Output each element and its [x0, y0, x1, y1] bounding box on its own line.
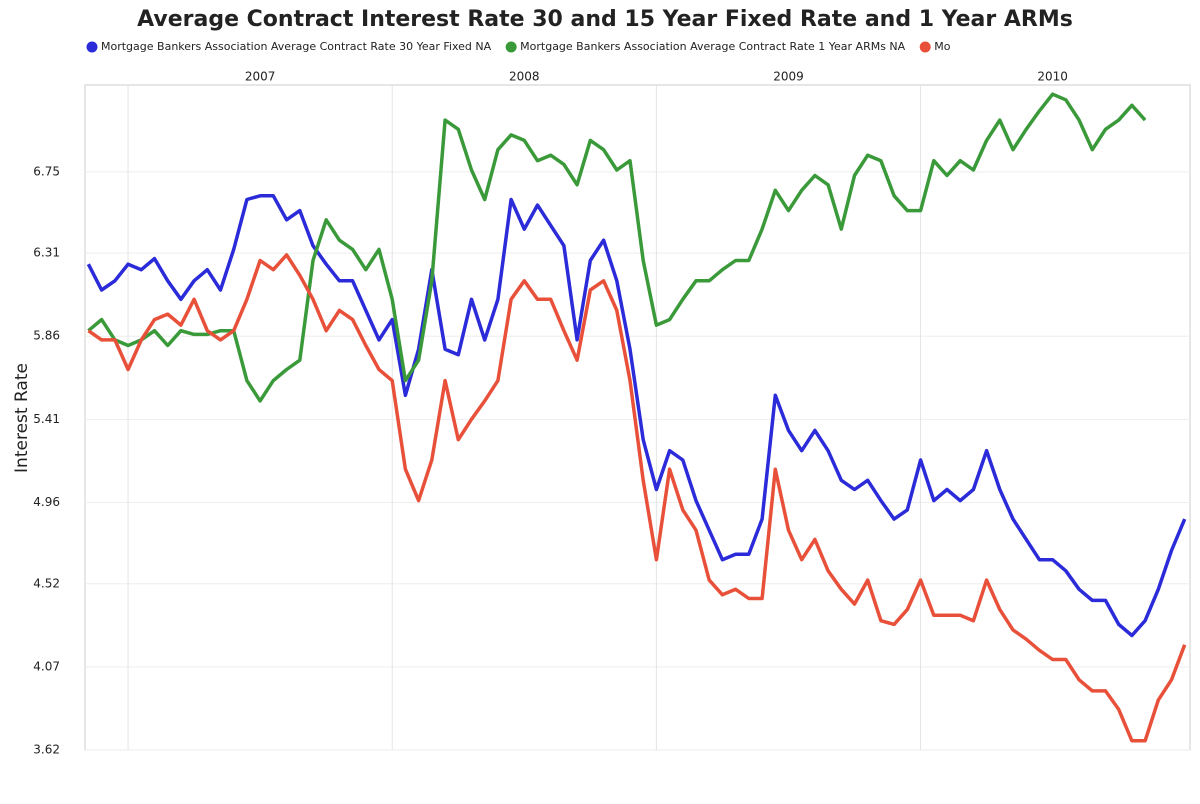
x-tick-label: 2010	[1037, 70, 1068, 84]
y-tick-label: 4.96	[33, 495, 60, 509]
y-tick-label: 3.62	[33, 743, 60, 757]
y-tick-label: 6.75	[33, 164, 60, 178]
y-tick-label: 6.31	[33, 246, 60, 260]
legend-marker	[919, 41, 931, 53]
legend-marker	[86, 41, 98, 53]
series-line	[87, 253, 1187, 743]
x-tick-label: 2007	[245, 70, 276, 84]
legend-label: Mortgage Bankers Association Average Con…	[101, 40, 492, 53]
legend-label: Mo	[934, 40, 950, 53]
x-tick-label: 2008	[509, 70, 540, 84]
series-line	[87, 92, 1147, 403]
plot-area	[84, 84, 1191, 751]
y-tick-label: 5.41	[33, 412, 60, 426]
chart-title: Average Contract Interest Rate 30 and 15…	[137, 7, 1073, 32]
y-tick-label: 5.86	[33, 329, 60, 343]
legend-marker	[505, 41, 517, 53]
legend-label: Mortgage Bankers Association Average Con…	[520, 40, 906, 53]
y-tick-label: 4.07	[33, 659, 60, 673]
series-line	[86, 194, 1187, 638]
y-axis-label: Interest Rate	[12, 363, 32, 473]
y-tick-label: 4.52	[33, 576, 60, 590]
x-tick-label: 2009	[773, 70, 804, 84]
